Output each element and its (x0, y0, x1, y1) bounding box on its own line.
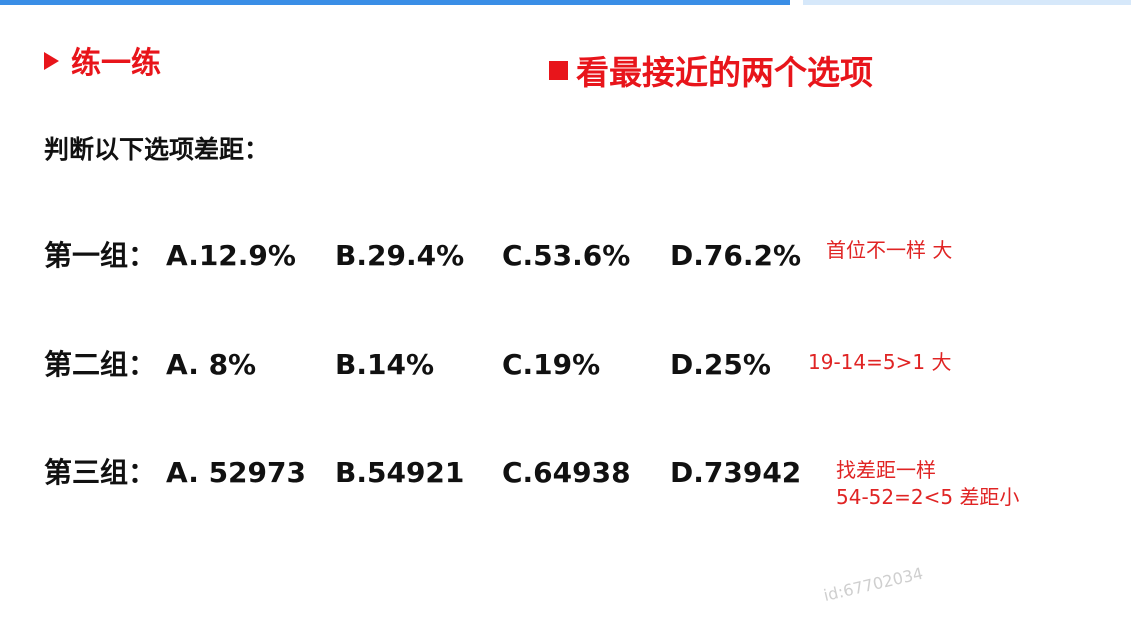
option-c: C.19% (502, 348, 601, 381)
option-b: B.14% (335, 348, 434, 381)
option-a: A. 52973 (166, 456, 306, 489)
annotation-note: 找差距一样 (836, 458, 936, 482)
square-bullet-icon (549, 60, 568, 80)
top-accent-bar (0, 0, 790, 5)
option-c: C.64938 (502, 456, 631, 489)
top-accent-bar-light (803, 0, 1131, 5)
section-heading: 练一练 (44, 40, 161, 81)
annotation-note: 19-14=5>1 大 (808, 350, 952, 374)
option-d: D.73942 (670, 456, 802, 489)
tip-text: 看最接近的两个选项 (576, 53, 873, 92)
group-label: 第一组： (44, 239, 157, 272)
option-a: A. 8% (166, 348, 257, 381)
group-label: 第二组： (44, 348, 157, 381)
option-d: D.25% (670, 348, 771, 381)
option-d: D.76.2% (670, 239, 802, 272)
option-b: B.29.4% (335, 239, 465, 272)
annotation-note: 54-52=2<5 差距小 (836, 485, 1020, 509)
tip-heading: 看最接近的两个选项 (549, 48, 873, 92)
option-c: C.53.6% (502, 239, 631, 272)
watermark: id:67702034 (821, 563, 925, 605)
annotation-note: 首位不一样 大 (826, 238, 953, 262)
section-title: 练一练 (71, 46, 161, 81)
option-a: A.12.9% (166, 239, 296, 272)
group-label: 第三组： (44, 456, 157, 489)
arrow-bullet-icon (44, 52, 59, 70)
option-b: B.54921 (335, 456, 465, 489)
instruction-text: 判断以下选项差距： (44, 135, 270, 164)
